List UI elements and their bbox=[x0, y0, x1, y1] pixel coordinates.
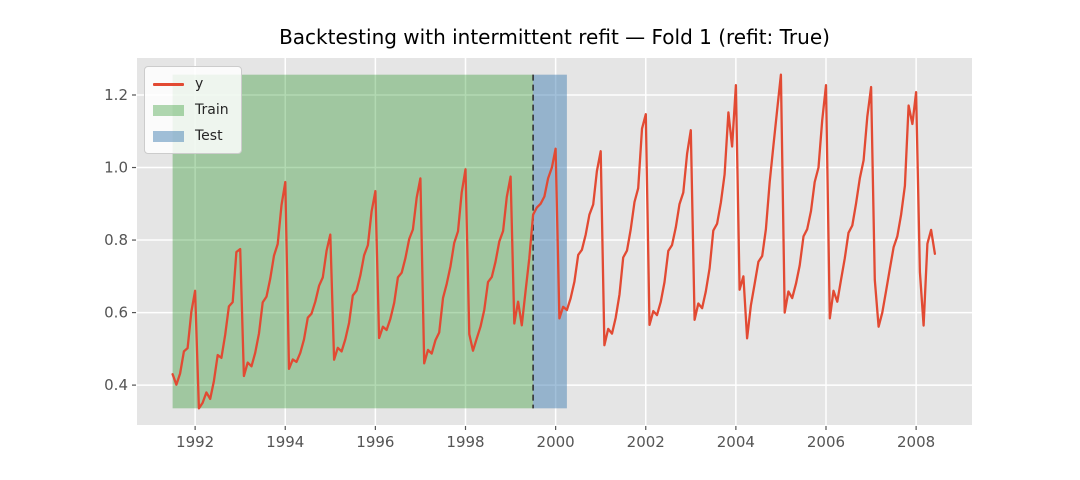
legend-item-train: Train bbox=[153, 100, 229, 120]
legend-item-test: Test bbox=[153, 126, 229, 146]
y-tick-label: 0.6 bbox=[104, 304, 128, 322]
legend-label-y: y bbox=[195, 76, 204, 92]
legend: y Train Test bbox=[144, 66, 242, 154]
chart-title: Backtesting with intermittent refit — Fo… bbox=[279, 25, 830, 49]
legend-label-train: Train bbox=[195, 102, 229, 118]
test-region bbox=[533, 74, 567, 409]
y-tick-label: 0.8 bbox=[104, 231, 128, 249]
x-tick-label: 1994 bbox=[266, 433, 304, 451]
x-tick-label: 2002 bbox=[627, 433, 665, 451]
x-tick-label: 1998 bbox=[446, 433, 484, 451]
x-tick-label: 2006 bbox=[807, 433, 845, 451]
legend-label-test: Test bbox=[195, 128, 223, 144]
y-tick-label: 1.0 bbox=[104, 159, 128, 177]
legend-item-y: y bbox=[153, 74, 229, 94]
x-tick-label: 2008 bbox=[897, 433, 935, 451]
x-tick-label: 2000 bbox=[537, 433, 575, 451]
x-tick-label: 1992 bbox=[176, 433, 214, 451]
y-tick-label: 0.4 bbox=[104, 376, 128, 394]
y-tick-label: 1.2 bbox=[104, 86, 128, 104]
test-patch-swatch bbox=[153, 130, 184, 142]
x-tick-label: 1996 bbox=[356, 433, 394, 451]
series-line-y bbox=[171, 73, 937, 410]
series-line-swatch bbox=[153, 82, 184, 86]
train-patch-swatch bbox=[153, 104, 184, 116]
x-tick-label: 2004 bbox=[717, 433, 755, 451]
